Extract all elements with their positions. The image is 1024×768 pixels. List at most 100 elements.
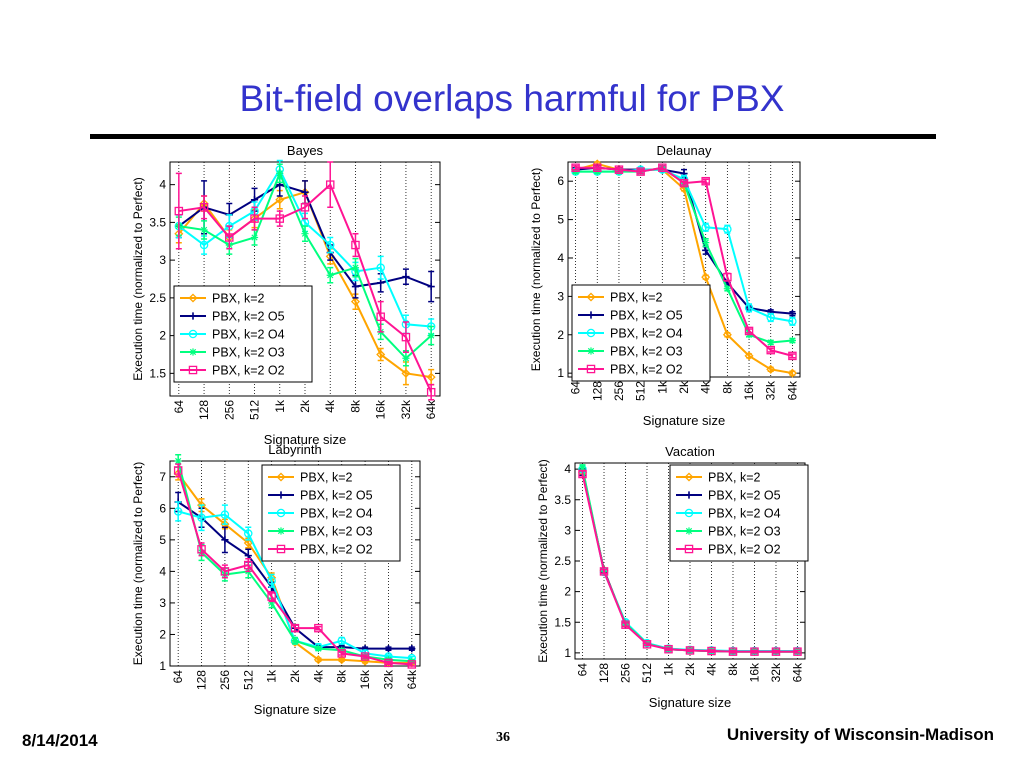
data-point [750,647,759,656]
data-point [377,279,385,287]
error-bar [572,165,579,171]
title-divider [90,134,936,139]
error-bar [687,648,693,653]
x-tick-label: 64k [790,662,804,682]
chart-title: Vacation [665,444,715,459]
data-point [244,560,253,570]
error-bar [198,504,205,532]
error-bar [601,568,608,574]
legend-marker [276,508,286,518]
data-point [275,195,285,205]
x-tick-label: 4k [699,380,713,394]
y-tick-label: 4 [564,462,571,476]
y-tick-label: 2 [557,328,564,342]
error-bar [767,347,774,353]
x-tick-label: 128 [195,670,209,690]
y-tick-label: 7 [159,470,166,484]
error-bar [327,161,334,209]
data-point [326,271,334,279]
x-tick-label: 512 [241,670,255,690]
error-bar [175,501,182,522]
chart-title: Delaunay [657,143,712,158]
error-bar [644,642,651,647]
footer-organization: University of Wisconsin-Madison [726,725,994,744]
error-bar [377,255,384,280]
data-point [679,178,689,188]
y-tick-label: 3.5 [554,493,571,507]
series-5 [571,163,797,361]
legend-marker [587,311,595,319]
data-point [402,354,410,362]
y-tick-label: 6 [557,174,564,188]
legend-label: PBX, k=2 [300,471,353,485]
legend-marker [189,312,197,320]
x-tick-label: 16k [374,399,388,419]
series-5 [578,469,802,656]
data-point [744,326,754,336]
x-tick-label: 1k [273,399,287,413]
data-point [427,282,435,291]
legend-marker [586,364,596,374]
data-point [766,313,775,322]
x-tick-label: 64 [569,381,583,395]
data-point [275,214,285,223]
x-tick-label: 4k [311,669,325,683]
data-point [402,273,410,281]
error-bar [729,649,736,654]
y-tick-label: 2.5 [554,554,571,568]
data-point [291,637,299,645]
data-point [337,655,347,665]
legend-label: PBX, k=2 O2 [212,364,285,378]
legend-marker [188,293,198,303]
y-tick-label: 5 [557,213,564,227]
data-point [276,169,284,177]
data-point [376,349,386,360]
data-point [788,351,797,361]
data-point [728,647,738,656]
data-point [401,368,411,378]
x-tick-label: 8k [726,662,740,676]
data-point [599,567,609,576]
data-point [766,345,775,355]
data-point [314,645,322,653]
error-bar [751,649,758,654]
x-tick-label: 2k [288,669,302,683]
y-axis-label: Execution time (normalized to Perfect) [131,462,145,665]
legend-marker [586,328,596,338]
data-point [199,240,209,250]
y-tick-label: 4 [159,564,166,578]
data-point [351,282,360,291]
data-point [220,510,230,519]
x-tick-label: 1k [662,662,676,676]
y-axis-label: Execution time (normalized to Perfect) [529,168,543,371]
data-point [174,206,184,216]
data-point [701,223,710,232]
legend-marker [685,527,693,535]
data-point [664,644,673,654]
data-point [267,576,276,586]
error-bar [637,168,644,175]
data-point [197,545,206,554]
data-point [173,507,183,516]
data-point [268,599,276,607]
data-point [244,529,253,538]
error-bar [352,232,359,258]
error-bar [702,178,709,184]
error-bar [302,195,308,220]
legend-label: PBX, k=2 O4 [708,507,781,521]
chart-title: Bayes [287,143,324,158]
data-point [701,176,710,186]
data-point [701,272,711,282]
x-tick-label: 64k [424,399,438,419]
legend-label: PBX, k=2 O3 [212,346,285,360]
chart-title: Labyrinth [268,442,321,457]
error-bar [772,649,779,654]
x-tick-label: 512 [248,400,262,420]
data-point [578,469,587,479]
error-bar [226,225,233,250]
x-tick-label: 64 [576,663,590,677]
y-tick-label: 4 [557,251,564,265]
legend-label: PBX, k=2 [212,292,265,306]
error-bar [362,654,369,659]
x-tick-label: 128 [590,381,604,401]
